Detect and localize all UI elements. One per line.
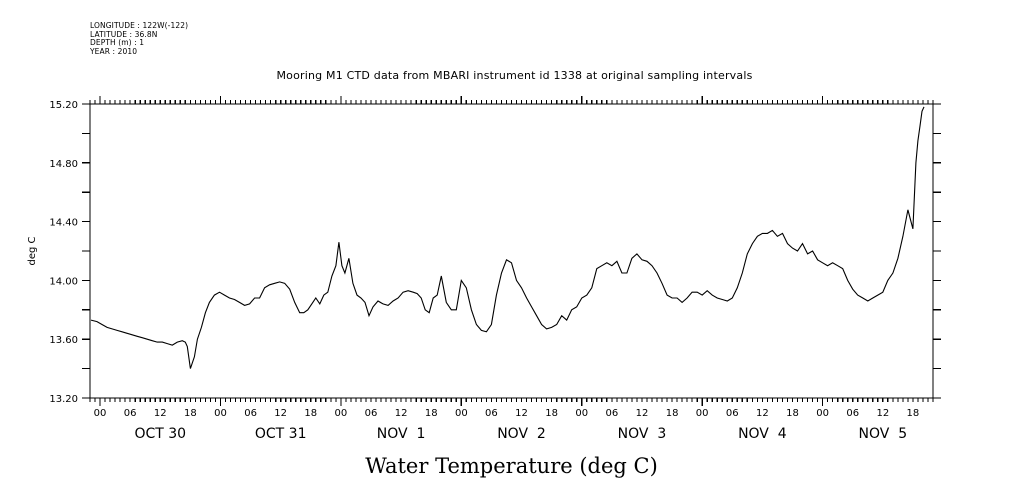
x-hour-label: 06	[124, 408, 137, 419]
x-hour-label: 06	[244, 408, 257, 419]
x-hour-label: 12	[876, 408, 889, 419]
x-day-label: NOV 4	[738, 426, 787, 442]
y-tick-label: 14.40	[49, 218, 78, 229]
x-hour-label: 00	[575, 408, 588, 419]
y-tick-label: 13.20	[49, 394, 78, 405]
latitude-label: LATITUDE : 36.8N	[90, 29, 158, 39]
x-day-label: NOV 1	[377, 426, 426, 442]
temperature-line	[90, 106, 925, 369]
bottom-title: Water Temperature (deg C)	[365, 454, 658, 478]
x-day-label: NOV 5	[859, 426, 908, 442]
longitude-label: LONGITUDE : 122W(-122)	[90, 21, 189, 30]
x-hour-label: 18	[425, 408, 438, 419]
y-axis-label: deg C	[27, 236, 38, 265]
x-hour-label: 06	[365, 408, 378, 419]
x-hour-label: 06	[485, 408, 498, 419]
x-hour-label: 18	[545, 408, 558, 419]
metadata-block: LONGITUDE : 122W(-122) LATITUDE : 36.8N …	[90, 21, 189, 56]
year-label: YEAR : 2010	[90, 46, 138, 56]
x-hour-label: 18	[907, 408, 920, 419]
series-group	[90, 106, 925, 369]
x-hour-label: 06	[846, 408, 859, 419]
x-hour-label: 00	[696, 408, 709, 419]
x-hour-label: 00	[455, 408, 468, 419]
x-hour-label: 12	[756, 408, 769, 419]
x-hour-label: 06	[726, 408, 739, 419]
x-axis-ticks: 00 06 12 18 00 06 12 18 00 06 12 18 00 06 12 18 00 06 12 18…	[89, 96, 934, 442]
chart-title: Mooring M1 CTD data from MBARI instrumen…	[276, 69, 753, 82]
y-tick-label: 13.60	[49, 335, 78, 346]
x-hour-label: 06	[605, 408, 618, 419]
x-hour-label: 18	[184, 408, 197, 419]
y-tick-label: 14.80	[49, 159, 78, 170]
x-hour-label: 18	[666, 408, 679, 419]
x-hour-label: 12	[395, 408, 408, 419]
x-hour-label: 00	[94, 408, 107, 419]
x-hour-label: 12	[515, 408, 528, 419]
y-tick-label: 14.00	[49, 276, 78, 287]
x-hour-label: 12	[636, 408, 649, 419]
x-hour-label: 00	[214, 408, 227, 419]
x-hour-label: 18	[786, 408, 799, 419]
x-hour-label: 18	[304, 408, 317, 419]
x-day-label: NOV 3	[618, 426, 667, 442]
x-hour-label: 12	[154, 408, 167, 419]
x-hour-label: 00	[335, 408, 348, 419]
x-day-label: NOV 2	[497, 426, 546, 442]
depth-label: DEPTH (m) : 1	[90, 38, 145, 48]
x-hour-label: 00	[816, 408, 829, 419]
y-tick-label: 15.20	[49, 100, 78, 111]
x-hour-label: 12	[274, 408, 287, 419]
y-axis-ticks: 13.20 13.60 14.00 14.40 14.80 15.20	[49, 100, 941, 405]
x-day-label: OCT 30	[134, 426, 186, 442]
x-day-label: OCT 31	[255, 426, 307, 442]
